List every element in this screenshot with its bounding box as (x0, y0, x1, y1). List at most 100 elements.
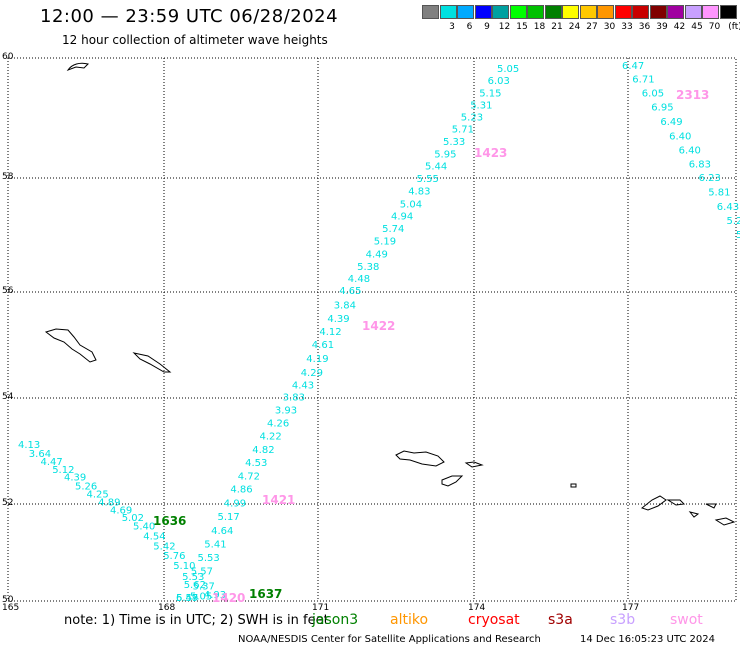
pass-time-label: 2313 (676, 88, 709, 102)
pass-time-labels: 1423 1422 1421 1420 2313 1636 1637 (153, 88, 709, 605)
legend-label: 3 (449, 22, 455, 32)
legend-swatch (562, 5, 579, 19)
longitude-tick-label: 174 (468, 603, 486, 613)
swh-value-label: 5.05 (497, 64, 519, 75)
swh-value-label: 4.99 (224, 498, 246, 509)
swh-value-label: 4.29 (301, 368, 323, 379)
legend-swatch (684, 5, 702, 19)
legend-label: 45 (691, 22, 703, 32)
coastline-island (570, 483, 577, 488)
swh-value-label: 5.38 (357, 262, 379, 273)
latitude-tick-label: 58 (2, 172, 14, 182)
swh-value-label: 4.53 (245, 458, 267, 469)
satellite-legend-jason3: jason3 (312, 612, 359, 628)
swh-value-label: 6.57 (176, 593, 198, 604)
coastline-island (464, 461, 484, 468)
longitude-tick-label: 177 (622, 603, 640, 613)
legend-swatch (474, 5, 492, 19)
swh-value-label: 4.43 (292, 380, 314, 391)
pass-time-label: 1423 (474, 146, 507, 160)
lat-lon-grid (7, 57, 737, 602)
coastline-island (688, 511, 700, 518)
credit-line: NOAA/NESDIS Center for Satellite Applica… (238, 634, 541, 645)
coastline-island (666, 499, 686, 506)
pass-time-label: 1420 (212, 591, 245, 605)
longitude-tick-label: 171 (312, 603, 330, 613)
swh-value-label: 5.19 (374, 237, 396, 248)
swh-value-label: 4.83 (408, 187, 430, 198)
legend-swatch (597, 5, 614, 19)
swh-value-label: 4.86 (230, 485, 252, 496)
legend-swatch (439, 5, 457, 19)
swh-value-label: 6.71 (632, 75, 654, 86)
swh-value-label: 5.40 (133, 522, 155, 533)
legend-swatch (649, 5, 667, 19)
swh-value-label: 5.3 (736, 230, 740, 241)
swh-value-label: 4.94 (391, 212, 413, 223)
swh-value-label: 4.49 (366, 249, 388, 260)
coastline-island (395, 450, 445, 467)
swh-value-label: 4.72 (238, 472, 260, 483)
coastline-island (714, 517, 736, 526)
legend-label: 21 (551, 22, 563, 32)
latitude-tick-label: 52 (2, 498, 14, 508)
swh-value-label: 6.47 (622, 61, 644, 72)
legend-swatch (702, 5, 719, 19)
legend-label: 39 (656, 22, 668, 32)
legend-label: 30 (603, 22, 616, 32)
legend-label: 12 (498, 22, 511, 32)
coastline-island (441, 475, 464, 487)
swh-value-label: 3.83 (283, 393, 305, 404)
swh-value-label: 4.93 (204, 590, 226, 601)
swh-value-label: 4.69 (110, 505, 132, 516)
swh-value-label: 6.23 (699, 173, 721, 184)
swh-value-label: 4.39 (327, 314, 349, 325)
swh-value-label: 6.40 (669, 132, 691, 143)
swh-value-label: 5.10 (173, 561, 195, 572)
legend-label: 27 (586, 22, 598, 32)
latitude-tick-label: 60 (2, 52, 14, 62)
swh-value-label: 6.05 (642, 89, 664, 100)
swh-value-label: 3.84 (334, 300, 356, 311)
legend-label: 9 (484, 22, 490, 32)
swh-value-label: 4.22 (260, 432, 282, 443)
swh-value-label: 4.47 (41, 457, 63, 468)
swh-value-label: 6.03 (488, 76, 510, 87)
swh-value-label: 4.13 (18, 440, 40, 451)
pass-time-label: 1637 (249, 587, 282, 601)
swh-value-label: 5.49 (176, 593, 198, 604)
map-title: 12:00 — 23:59 UTC 06/28/2024 (40, 6, 339, 27)
swh-value-label: 4.54 (143, 531, 165, 542)
swh-value-label: 5.15 (479, 89, 501, 100)
longitude-tick-label: 168 (158, 603, 176, 613)
coastlines (44, 62, 736, 526)
swh-value-label: 4.64 (211, 526, 233, 537)
swh-value-label: 5.26 (75, 482, 97, 493)
swh-value-label: 5.62 (184, 580, 206, 591)
swh-value-label: 6.95 (651, 103, 673, 114)
swh-value-label: 5.95 (434, 149, 456, 160)
swh-value-label: 4.89 (98, 498, 120, 509)
track-a-labels: 5.056.035.155.315.235.715.335.955.445.55… (176, 64, 519, 604)
longitude-tick-label: 165 (2, 603, 20, 613)
swh-value-label: 5.57 (191, 567, 213, 578)
coastline-island (66, 62, 89, 72)
satellite-legend-s3a: s3a (548, 612, 573, 628)
legend-label: 42 (673, 22, 686, 32)
swh-value-label: 3.93 (275, 405, 297, 416)
generated-timestamp: 14 Dec 16:05:23 UTC 2024 (580, 634, 715, 645)
swh-value-label: 4.65 (339, 286, 361, 297)
latitude-tick-label: 50 (2, 595, 14, 605)
legend-label: 36 (638, 22, 651, 32)
latitude-tick-label: 54 (2, 392, 14, 402)
legend-swatch (457, 5, 474, 19)
swh-value-label: 5.31 (470, 101, 492, 112)
legend-label: 6 (466, 22, 473, 32)
satellite-legend-s3b: s3b (610, 612, 636, 628)
swh-value-label: 5.74 (382, 224, 404, 235)
coastline-island (44, 328, 97, 363)
swh-value-label: 5.53 (182, 572, 204, 583)
swh-value-label: 4.61 (312, 340, 334, 351)
legend-label: 18 (533, 22, 546, 32)
